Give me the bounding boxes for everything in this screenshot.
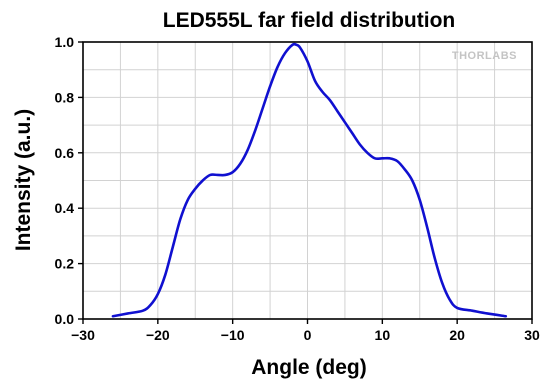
- y-tick-label: 0.0: [55, 311, 75, 327]
- x-axis-label: Angle (deg): [251, 356, 367, 379]
- x-tick-label: 20: [449, 327, 465, 343]
- chart-title: LED555L far field distribution: [163, 9, 455, 32]
- y-tick-label: 0.4: [55, 200, 75, 216]
- y-axis-label: Intensity (a.u.): [12, 109, 35, 251]
- x-tick-label: −20: [146, 327, 170, 343]
- x-tick-label: 0: [304, 327, 312, 343]
- x-tick-label: −30: [71, 327, 95, 343]
- watermark-logo: THORLABS: [452, 50, 517, 62]
- grid: [82, 41, 533, 320]
- intensity-curve: [111, 42, 508, 318]
- tick-labels: −30 −20 −10 0 10 20 30 0.0 0.2 0.4 0.6 0.8 1.0: [55, 34, 540, 343]
- x-tick-label: 30: [524, 327, 540, 343]
- y-tick-label: 1.0: [55, 34, 75, 50]
- y-tick-label: 0.8: [55, 89, 75, 105]
- axes: [78, 41, 533, 324]
- y-tick-label: 0.2: [55, 256, 75, 272]
- series-layer: [111, 42, 508, 318]
- x-tick-label: −10: [221, 327, 245, 343]
- x-tick-label: 10: [375, 327, 391, 343]
- y-tick-label: 0.6: [55, 145, 75, 161]
